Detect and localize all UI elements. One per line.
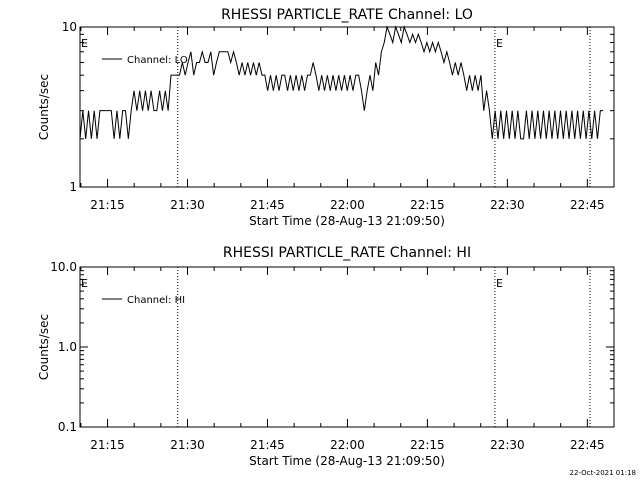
y-axis-label: Counts/sec [37, 314, 51, 380]
x-tick-label: 22:15 [410, 438, 445, 452]
legend-label: Channel: LO [127, 55, 188, 66]
plot-frame [79, 26, 615, 188]
legend-label: Channel: HI [127, 295, 185, 306]
chart-title: RHESSI PARTICLE_RATE Channel: LO [221, 7, 473, 23]
plot-timestamp: 22-Oct-2021 01:18 [569, 469, 636, 477]
x-tick-label: 21:30 [170, 198, 205, 212]
x-tick-label: 22:15 [410, 198, 445, 212]
x-tick-label: 22:45 [570, 198, 605, 212]
x-tick-label: 21:45 [250, 198, 285, 212]
y-axis-label: Counts/sec [37, 74, 51, 140]
event-label: E [496, 37, 503, 50]
chart-panel-1: RHESSI PARTICLE_RATE Channel: LO 21:15 21:… [37, 7, 615, 228]
event-label: E [81, 37, 88, 50]
x-tick-label: 22:00 [330, 198, 365, 212]
x-tick-label: 22:30 [490, 438, 525, 452]
x-axis-label: Start Time (28-Aug-13 21:09:50) [249, 454, 445, 468]
chart-panel-2: RHESSI PARTICLE_RATE Channel: HI 21:15 21:… [37, 245, 615, 468]
event-label: E [81, 277, 88, 290]
chart-title: RHESSI PARTICLE_RATE Channel: HI [223, 245, 471, 261]
y-tick-label: 10.0 [50, 260, 77, 274]
y-tick-label: 10 [62, 20, 77, 34]
x-tick-label: 21:45 [250, 438, 285, 452]
plot-frame [79, 266, 615, 428]
x-tick-label: 22:30 [490, 198, 525, 212]
x-tick-label: 21:30 [170, 438, 205, 452]
x-tick-label: 22:00 [330, 438, 365, 452]
x-tick-label: 21:15 [90, 198, 125, 212]
y-tick-label: 1 [69, 180, 77, 194]
x-axis-label: Start Time (28-Aug-13 21:09:50) [249, 214, 445, 228]
series-line [79, 25, 604, 140]
y-tick-label: 1.0 [58, 340, 77, 354]
x-tick-label: 22:45 [570, 438, 605, 452]
x-tick-label: 21:15 [90, 438, 125, 452]
event-label: E [496, 277, 503, 290]
y-tick-label: 0.1 [58, 420, 77, 434]
